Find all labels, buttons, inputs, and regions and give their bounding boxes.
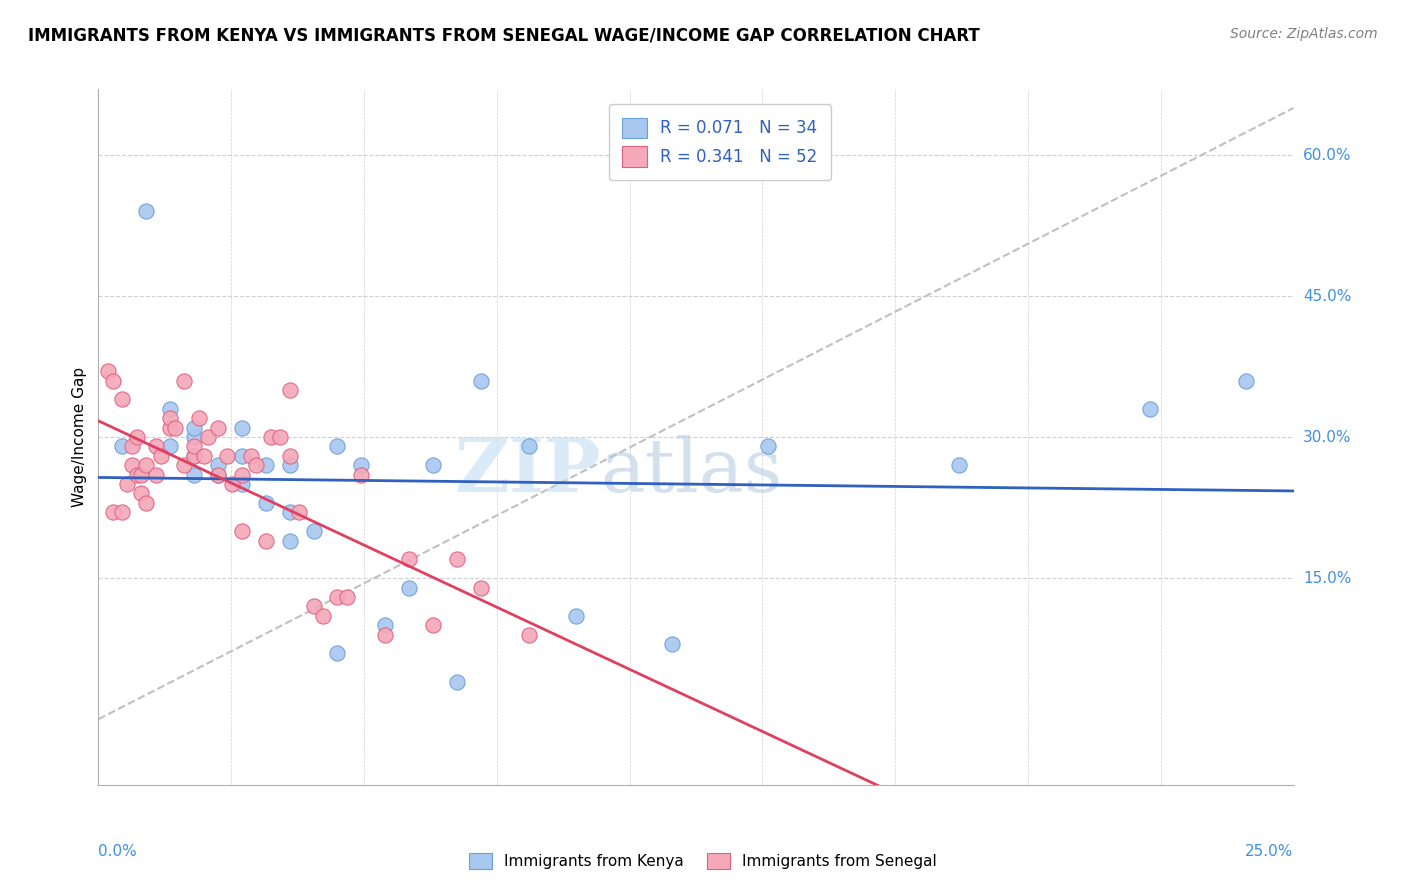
Point: [121, 440, 143, 454]
Point: [374, 618, 396, 632]
Point: [374, 627, 396, 641]
Point: [183, 467, 205, 482]
Point: [173, 374, 195, 388]
Point: [183, 449, 205, 463]
Point: [135, 204, 157, 219]
Point: [149, 449, 172, 463]
Point: [302, 599, 325, 614]
Text: 45.0%: 45.0%: [1303, 288, 1351, 303]
Text: 60.0%: 60.0%: [1303, 147, 1351, 162]
Point: [135, 496, 157, 510]
Point: [565, 608, 588, 623]
Point: [326, 590, 349, 604]
Point: [231, 524, 253, 538]
Point: [101, 374, 124, 388]
Point: [145, 440, 167, 454]
Point: [259, 430, 281, 444]
Point: [422, 458, 444, 473]
Point: [163, 420, 186, 434]
Point: [470, 374, 492, 388]
Point: [159, 440, 181, 454]
Point: [183, 440, 205, 454]
Point: [398, 552, 420, 566]
Point: [221, 477, 243, 491]
Point: [125, 430, 148, 444]
Point: [1234, 374, 1257, 388]
Point: [115, 477, 138, 491]
Point: [278, 449, 301, 463]
Point: [350, 458, 373, 473]
Point: [125, 467, 148, 482]
Point: [111, 392, 134, 407]
Text: Source: ZipAtlas.com: Source: ZipAtlas.com: [1230, 27, 1378, 41]
Point: [336, 590, 359, 604]
Point: [245, 458, 267, 473]
Point: [231, 420, 253, 434]
Point: [193, 449, 215, 463]
Point: [111, 505, 134, 519]
Text: atlas: atlas: [600, 435, 783, 508]
Point: [111, 440, 134, 454]
Point: [131, 486, 153, 500]
Point: [183, 430, 205, 444]
Point: [661, 637, 683, 651]
Point: [135, 458, 157, 473]
Legend: R = 0.071   N = 34, R = 0.341   N = 52: R = 0.071 N = 34, R = 0.341 N = 52: [609, 104, 831, 180]
Point: [422, 618, 444, 632]
Point: [187, 411, 209, 425]
Point: [159, 411, 181, 425]
Point: [207, 467, 229, 482]
Point: [231, 477, 253, 491]
Text: ZIP: ZIP: [454, 435, 600, 508]
Point: [254, 496, 277, 510]
Point: [207, 458, 229, 473]
Point: [326, 440, 349, 454]
Point: [326, 646, 349, 660]
Point: [173, 458, 195, 473]
Text: 0.0%: 0.0%: [98, 844, 138, 859]
Point: [207, 420, 229, 434]
Point: [446, 552, 468, 566]
Point: [197, 430, 219, 444]
Point: [446, 674, 468, 689]
Point: [240, 449, 263, 463]
Point: [159, 401, 181, 416]
Point: [350, 467, 373, 482]
Point: [183, 449, 205, 463]
Point: [1139, 401, 1161, 416]
Point: [131, 467, 153, 482]
Point: [278, 533, 301, 548]
Point: [756, 440, 779, 454]
Point: [517, 440, 540, 454]
Point: [231, 449, 253, 463]
Point: [145, 467, 167, 482]
Point: [159, 420, 181, 434]
Y-axis label: Wage/Income Gap: Wage/Income Gap: [72, 367, 87, 508]
Point: [254, 533, 277, 548]
Point: [517, 627, 540, 641]
Point: [278, 505, 301, 519]
Text: 25.0%: 25.0%: [1246, 844, 1294, 859]
Point: [231, 467, 253, 482]
Point: [101, 505, 124, 519]
Point: [470, 581, 492, 595]
Text: 15.0%: 15.0%: [1303, 571, 1351, 586]
Point: [948, 458, 970, 473]
Text: IMMIGRANTS FROM KENYA VS IMMIGRANTS FROM SENEGAL WAGE/INCOME GAP CORRELATION CHA: IMMIGRANTS FROM KENYA VS IMMIGRANTS FROM…: [28, 27, 980, 45]
Point: [269, 430, 291, 444]
Point: [288, 505, 311, 519]
Point: [278, 383, 301, 397]
Point: [121, 458, 143, 473]
Text: 30.0%: 30.0%: [1303, 430, 1351, 444]
Point: [312, 608, 335, 623]
Point: [398, 581, 420, 595]
Point: [207, 467, 229, 482]
Point: [183, 420, 205, 434]
Point: [302, 524, 325, 538]
Point: [254, 458, 277, 473]
Point: [278, 458, 301, 473]
Legend: Immigrants from Kenya, Immigrants from Senegal: Immigrants from Kenya, Immigrants from S…: [463, 847, 943, 875]
Point: [97, 364, 120, 378]
Point: [217, 449, 239, 463]
